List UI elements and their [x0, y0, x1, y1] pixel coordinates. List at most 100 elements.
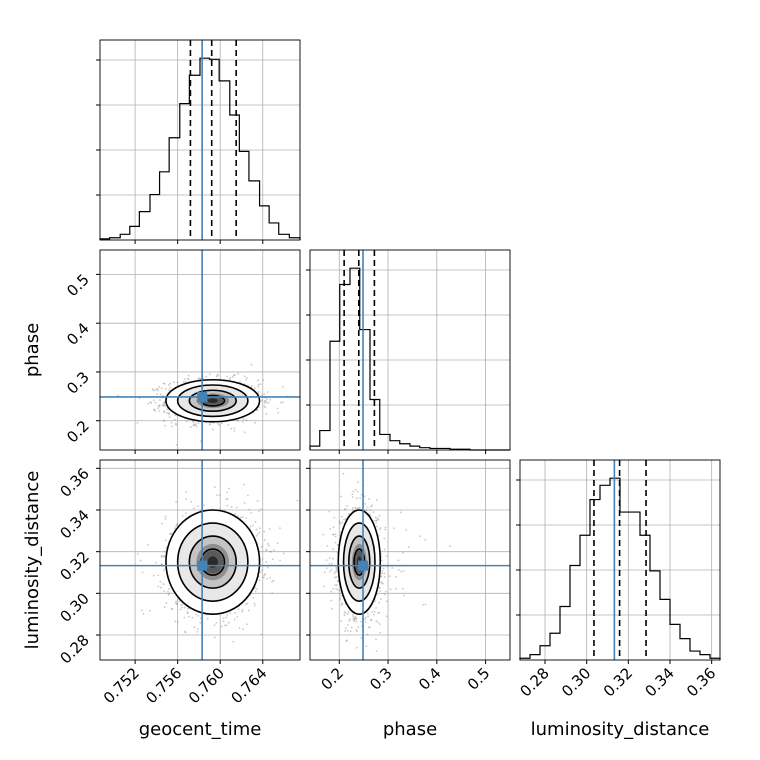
sample-point [348, 619, 351, 622]
sample-point [325, 567, 328, 570]
sample-point [385, 600, 388, 603]
sample-point [209, 373, 211, 376]
sample-point [163, 606, 166, 608]
sample-point [272, 579, 275, 582]
sample-point [265, 401, 268, 404]
sample-point [383, 537, 386, 540]
sample-point [162, 404, 165, 406]
sample-point [217, 374, 219, 377]
sample-point [216, 373, 219, 376]
sample-point [279, 559, 281, 562]
sample-point [332, 533, 334, 536]
sample-point [344, 508, 347, 510]
sample-point [247, 494, 249, 497]
sample-point [163, 411, 165, 413]
sample-point [185, 498, 187, 500]
sample-point [271, 558, 274, 561]
sample-point [183, 380, 185, 383]
sample-point [263, 530, 266, 533]
sample-point [407, 546, 410, 549]
sample-point [193, 626, 196, 629]
sample-point [351, 496, 354, 498]
sample-point [142, 612, 145, 615]
xtick-label-geocent_time-2: 0.760 [185, 664, 228, 707]
sample-point [226, 504, 229, 507]
ytick-label-luminosity_distance-3: 0.34 [56, 506, 92, 542]
sample-point [199, 621, 202, 624]
sample-point [255, 534, 258, 537]
sample-point [264, 406, 267, 409]
sample-point [266, 578, 269, 580]
sample-point [351, 509, 354, 512]
density-content-2 [310, 460, 510, 660]
sample-point [165, 388, 167, 390]
sample-point [157, 389, 159, 392]
sample-point [334, 533, 337, 536]
sample-point [164, 517, 167, 520]
sample-point [159, 393, 162, 396]
sample-point [163, 419, 165, 422]
sample-point [375, 519, 378, 522]
sample-point [325, 559, 328, 562]
sample-point [196, 630, 199, 633]
sample-point [218, 494, 221, 497]
sample-point [346, 613, 349, 615]
sample-point [162, 404, 165, 407]
sample-point [229, 376, 232, 379]
sample-point [338, 521, 341, 524]
sample-point [136, 421, 139, 424]
sample-point [365, 645, 368, 648]
hist-panel-luminosity_distance [516, 459, 721, 664]
ytick-label-phase-2: 0.4 [63, 319, 93, 349]
sample-point [167, 412, 170, 415]
sample-point [232, 640, 235, 643]
sample-point [383, 576, 386, 578]
sample-point [401, 551, 404, 554]
sample-point [261, 558, 264, 560]
sample-point [449, 545, 452, 548]
sample-point [175, 602, 178, 605]
sample-point [384, 528, 387, 531]
sample-point [270, 550, 273, 553]
sample-point [161, 554, 163, 557]
sample-point [328, 510, 331, 513]
sample-point [164, 405, 166, 407]
sample-point [212, 428, 214, 431]
sample-point [366, 506, 369, 509]
sample-point [256, 587, 258, 590]
sample-point [245, 419, 248, 422]
sample-point [332, 548, 335, 551]
sample-point [380, 559, 383, 562]
truth-marker-2 [358, 560, 369, 571]
sample-point [164, 539, 167, 542]
xtick-label-luminosity_distance-2: 0.32 [600, 664, 636, 700]
sample-point [162, 556, 165, 558]
ytick-label-phase-3: 0.5 [63, 270, 93, 300]
sample-point [344, 612, 347, 615]
sample-point [166, 590, 169, 593]
sample-point [147, 402, 149, 405]
sample-point [186, 612, 189, 615]
sample-point [161, 404, 164, 407]
sample-point [329, 557, 331, 559]
sample-point [175, 600, 178, 603]
sample-point [228, 487, 230, 490]
sample-point [259, 383, 262, 386]
sample-point [382, 582, 384, 585]
sample-point [332, 533, 335, 536]
sample-point [355, 616, 357, 619]
sample-point [236, 615, 239, 618]
sample-point [185, 491, 188, 494]
sample-point [368, 626, 371, 629]
sample-point [354, 618, 357, 620]
ytick-label-luminosity_distance-4: 0.36 [56, 464, 92, 500]
sample-point [266, 566, 269, 569]
sample-point [227, 424, 230, 426]
sample-point [162, 382, 165, 385]
sample-point [355, 497, 358, 500]
sample-point [379, 631, 382, 634]
density-panel-geocent_time-luminosity_distance [96, 459, 301, 664]
sample-point [253, 387, 256, 390]
sample-point [335, 570, 338, 573]
sample-point [341, 603, 344, 606]
